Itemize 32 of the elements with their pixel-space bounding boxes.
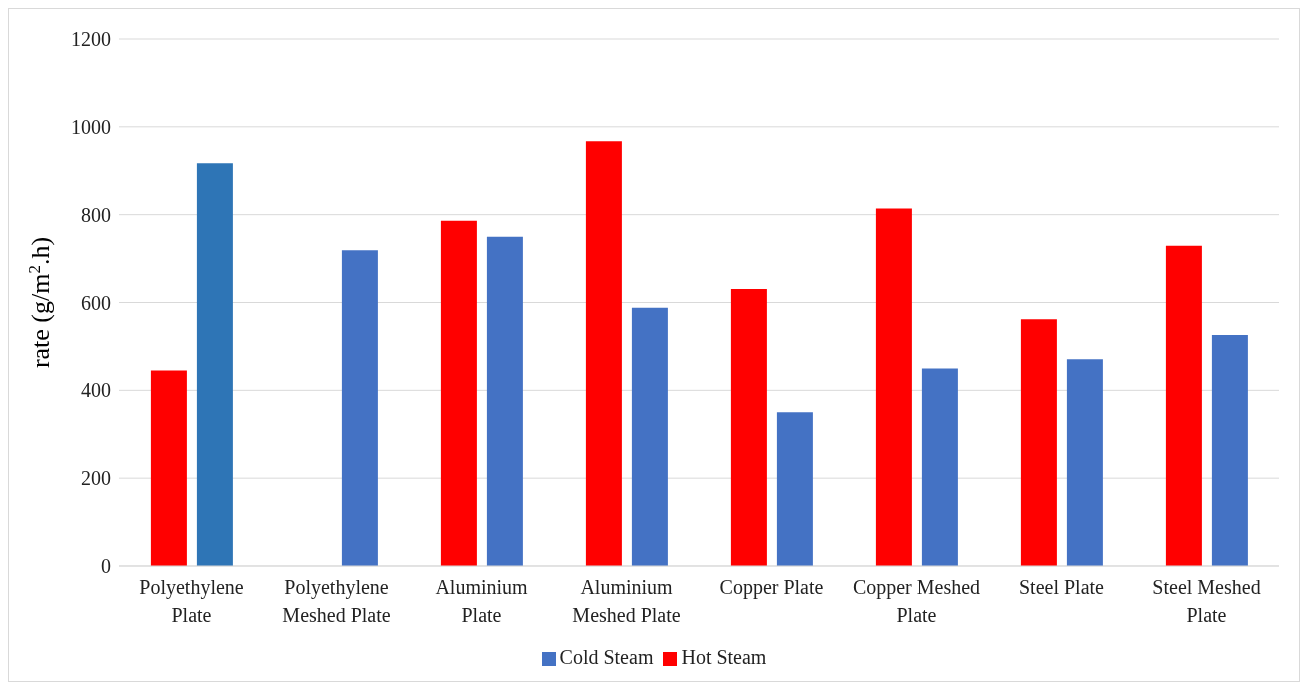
bar	[1066, 359, 1103, 566]
bar	[730, 288, 767, 566]
x-tick-label: Copper Meshed Plate	[852, 576, 981, 626]
x-tick-label: Steel Meshed Plate	[1152, 576, 1261, 626]
x-tick-label: Copper Plate	[719, 576, 824, 599]
bar	[1165, 245, 1202, 566]
bar	[1211, 335, 1248, 566]
x-tick-label: Aluminium Meshed Plate	[572, 576, 681, 626]
bar	[341, 250, 378, 566]
x-tick-label: Steel Plate	[1019, 576, 1105, 598]
bar	[1020, 319, 1057, 566]
y-tick-label: 200	[81, 467, 111, 490]
bar	[776, 412, 813, 566]
y-tick-label: 1000	[71, 115, 111, 138]
bar	[875, 208, 912, 566]
bar	[631, 307, 668, 566]
y-tick-label: 0	[101, 555, 111, 578]
y-tick-label: 600	[81, 291, 111, 314]
x-tick-label: Aluminium Plate	[435, 576, 529, 626]
x-tick-label: Polyethylene Meshed Plate	[282, 576, 391, 626]
bar	[150, 370, 187, 566]
y-tick-label: 1200	[71, 28, 111, 51]
legend-label: Cold Steam	[559, 646, 654, 668]
bar	[921, 368, 958, 566]
legend-label: Hot Steam	[681, 646, 767, 668]
bar	[486, 236, 523, 566]
y-tick-label: 800	[81, 203, 111, 226]
bar	[440, 220, 477, 566]
y-tick-label: 400	[81, 379, 111, 402]
x-tick-label: Polyethylene Plate	[139, 576, 244, 626]
bar	[585, 141, 622, 566]
bar	[196, 163, 233, 566]
